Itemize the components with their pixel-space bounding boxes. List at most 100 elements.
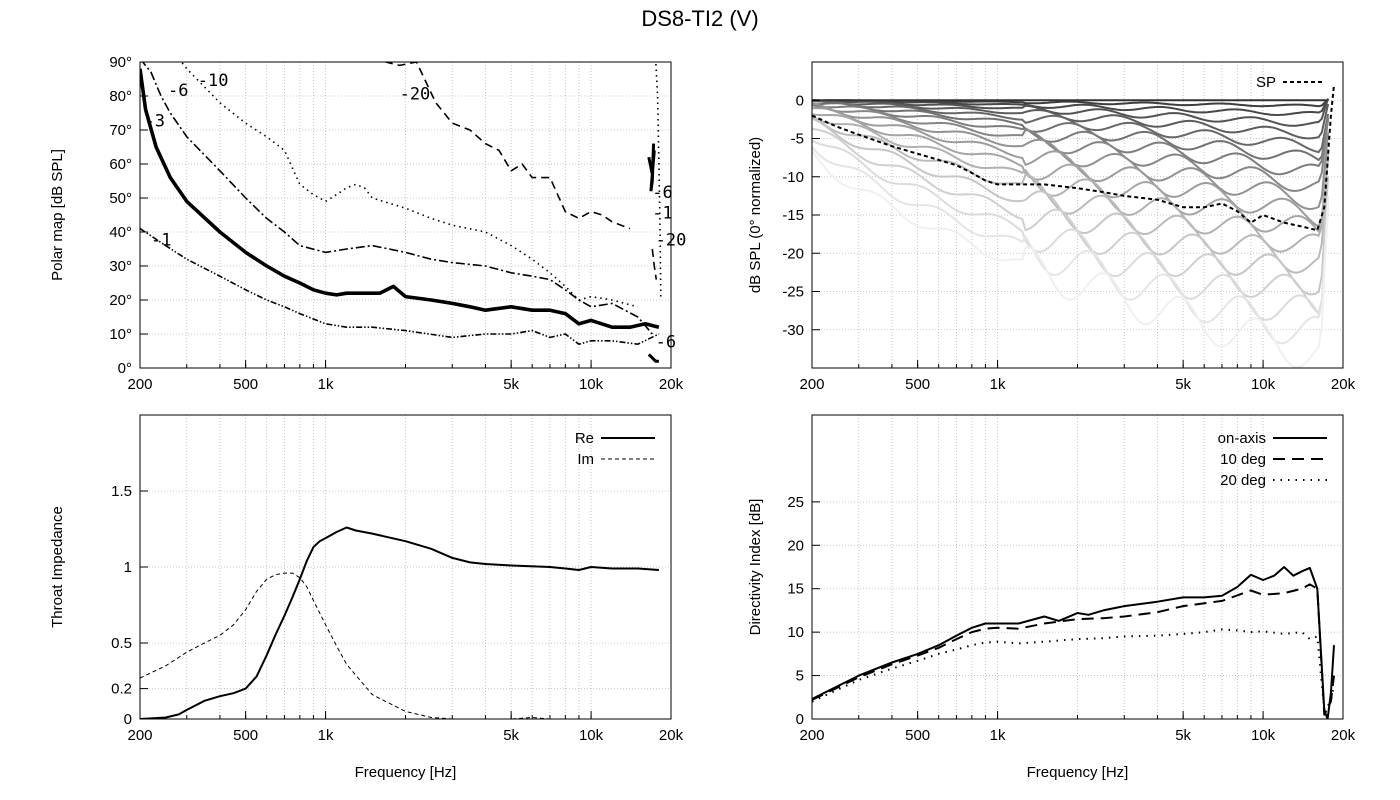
polar-angle-curve bbox=[812, 146, 1330, 345]
legend-label: Re bbox=[575, 430, 594, 447]
x-tick-label: 1k bbox=[318, 727, 334, 744]
y-tick-label: 20° bbox=[109, 292, 132, 309]
polar-angle-curve bbox=[812, 98, 1329, 117]
x-tick-label: 5k bbox=[1175, 376, 1191, 393]
impedance-chart: 200 500 1k 5k 10k 20k 0 0.2 0.5 1 1.5 Throat Impeda… bbox=[49, 414, 684, 781]
polar-angle-curve bbox=[812, 100, 1330, 154]
y-tick-label: -30 bbox=[782, 322, 804, 339]
polar-angle-curve bbox=[812, 113, 1330, 234]
contour-label: -6 bbox=[168, 81, 188, 101]
polar-angle-curve bbox=[812, 102, 1330, 211]
y-tick-label: 20 bbox=[787, 537, 804, 554]
y-axis-label: dB SPL (0° normalized) bbox=[747, 137, 764, 293]
y-tick-label: 5 bbox=[796, 668, 804, 685]
contour-label: -3 bbox=[145, 112, 165, 132]
x-tick-label: 10k bbox=[579, 727, 604, 744]
polar-angle-curve bbox=[812, 115, 1330, 253]
x-tick-label: 5k bbox=[503, 376, 519, 393]
contour-label: -6 bbox=[656, 333, 676, 353]
page-title: DS8-TI2 (V) bbox=[641, 6, 759, 31]
x-tick-label: 10k bbox=[1251, 376, 1276, 393]
y-tick-label: 25 bbox=[787, 494, 804, 511]
x-tick-label: 200 bbox=[799, 727, 824, 744]
contour-line bbox=[654, 62, 662, 301]
y-tick-label: 10° bbox=[109, 326, 132, 343]
contour-line bbox=[140, 68, 660, 329]
y-tick-label: 0.2 bbox=[111, 681, 132, 698]
polar-angle-curve bbox=[812, 114, 1330, 274]
polar-angle-curve bbox=[812, 102, 1330, 162]
x-tick-label: 10k bbox=[1251, 727, 1276, 744]
y-tick-label: 70° bbox=[109, 122, 132, 139]
contour-line bbox=[180, 62, 639, 308]
series-line bbox=[140, 572, 551, 719]
y-tick-label: 80° bbox=[109, 88, 132, 105]
x-tick-label: 1k bbox=[990, 376, 1006, 393]
x-tick-label: 500 bbox=[905, 727, 930, 744]
directivity-index-chart: 200 500 1k 5k 10k 20k 0 5 10 15 20 25 Directivity In… bbox=[747, 414, 1356, 781]
y-tick-label: -10 bbox=[782, 169, 804, 186]
x-tick-label: 1k bbox=[318, 376, 334, 393]
polar-angle-curve bbox=[812, 107, 1330, 228]
contour-label: -10 bbox=[198, 71, 229, 91]
legend-label: 10 deg bbox=[1220, 451, 1266, 468]
polar-angle-curve bbox=[812, 139, 1330, 321]
x-tick-label: 500 bbox=[233, 727, 258, 744]
sp-series-line bbox=[812, 84, 1335, 232]
legend-label: Im bbox=[577, 451, 594, 468]
y-axis-label: Directivity Index [dB] bbox=[747, 499, 764, 636]
series-line bbox=[812, 583, 1335, 716]
x-tick-label: 200 bbox=[799, 376, 824, 393]
contour-line bbox=[647, 143, 656, 192]
contour-line bbox=[140, 227, 660, 345]
contour-line bbox=[647, 353, 659, 363]
contour-label: -20 bbox=[400, 84, 431, 104]
y-axis-label: Throat Impedance bbox=[49, 506, 66, 628]
x-tick-label: 5k bbox=[1175, 727, 1191, 744]
y-tick-label: 0 bbox=[796, 92, 804, 109]
y-tick-label: 0° bbox=[118, 360, 132, 377]
x-tick-label: 1k bbox=[990, 727, 1006, 744]
y-tick-label: 0.5 bbox=[111, 635, 132, 652]
y-tick-label: 1 bbox=[124, 559, 132, 576]
y-tick-label: 30° bbox=[109, 258, 132, 275]
y-tick-label: 10 bbox=[787, 624, 804, 641]
x-tick-label: 20k bbox=[659, 376, 684, 393]
y-tick-label: 0 bbox=[796, 711, 804, 728]
y-tick-label: -5 bbox=[791, 131, 804, 148]
contour-label: -20 bbox=[656, 231, 687, 251]
contour-line bbox=[382, 62, 631, 230]
x-tick-label: 20k bbox=[1331, 727, 1356, 744]
y-tick-label: -15 bbox=[782, 207, 804, 224]
y-tick-label: -25 bbox=[782, 284, 804, 301]
y-tick-label: -20 bbox=[782, 245, 804, 262]
x-axis-label: Frequency [Hz] bbox=[1027, 764, 1129, 781]
y-tick-label: 60° bbox=[109, 156, 132, 173]
y-tick-label: 0 bbox=[124, 711, 132, 728]
x-tick-label: 500 bbox=[233, 376, 258, 393]
y-axis-label: Polar map [dB SPL] bbox=[49, 149, 66, 281]
polar-angle-curve bbox=[812, 117, 1330, 296]
legend-label: SP bbox=[1256, 74, 1276, 91]
x-tick-label: 5k bbox=[503, 727, 519, 744]
x-tick-label: 20k bbox=[659, 727, 684, 744]
y-tick-label: 40° bbox=[109, 224, 132, 241]
polar-angle-curve bbox=[812, 150, 1330, 368]
y-tick-label: 1.5 bbox=[111, 483, 132, 500]
y-tick-label: 90° bbox=[109, 54, 132, 71]
x-tick-label: 200 bbox=[127, 376, 152, 393]
series-line bbox=[140, 526, 659, 719]
x-tick-label: 10k bbox=[579, 376, 604, 393]
legend-label: 20 deg bbox=[1220, 472, 1266, 489]
x-axis-label: Frequency [Hz] bbox=[355, 764, 457, 781]
series-line bbox=[812, 628, 1335, 712]
series-line bbox=[812, 566, 1335, 719]
y-tick-label: 50° bbox=[109, 190, 132, 207]
polar-angle-curve bbox=[812, 102, 1330, 192]
polar-angle-curve bbox=[812, 104, 1330, 176]
x-tick-label: 200 bbox=[127, 727, 152, 744]
contour-line bbox=[651, 248, 658, 280]
legend-label: on-axis bbox=[1218, 430, 1266, 447]
contour-label: -1 bbox=[151, 231, 171, 251]
